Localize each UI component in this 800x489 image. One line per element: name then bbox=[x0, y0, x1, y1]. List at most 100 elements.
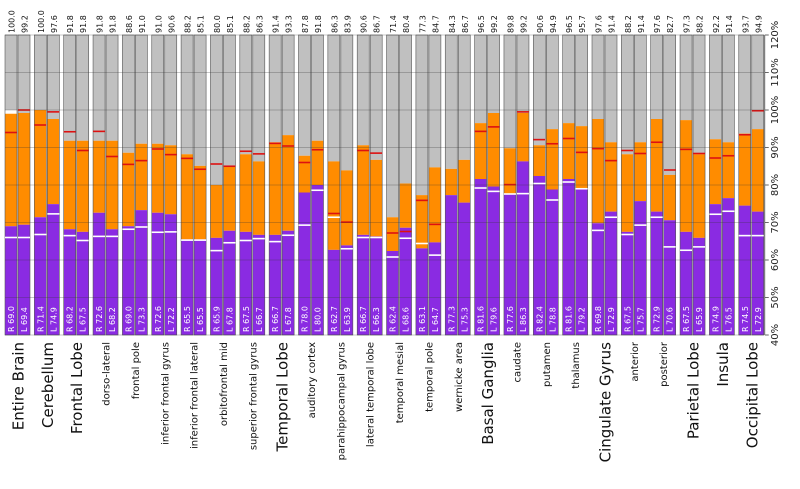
bar-segment-purple bbox=[621, 231, 634, 335]
bar-segment-gray bbox=[76, 35, 89, 141]
bar-label-r: R 71.4 bbox=[36, 306, 45, 332]
bar-segment-orange bbox=[634, 142, 647, 202]
bar-segment-orange bbox=[575, 126, 588, 188]
top-value-l: 99.2 bbox=[490, 15, 499, 33]
bar-segment-gray bbox=[415, 35, 428, 196]
bar-label-r: R 72.6 bbox=[154, 306, 163, 332]
top-value-l: 91.4 bbox=[637, 15, 646, 33]
top-value-l: 93.3 bbox=[285, 15, 294, 33]
bar-label-l: L 68.6 bbox=[402, 307, 411, 332]
bar-label-l: L 79.6 bbox=[490, 307, 499, 332]
bar-segment-orange bbox=[503, 148, 516, 194]
bar-segment-purple bbox=[34, 217, 47, 335]
bar-segment-orange bbox=[445, 168, 458, 196]
top-value-r: 91.8 bbox=[66, 15, 75, 33]
bar-segment-orange bbox=[239, 154, 252, 232]
bar-l-13 bbox=[399, 34, 412, 336]
bar-segment-purple bbox=[18, 224, 30, 335]
bar-segment-gray bbox=[605, 35, 617, 143]
bar-r-25 bbox=[738, 34, 752, 336]
bar-segment-gray bbox=[722, 35, 735, 143]
bar-segment-gray bbox=[93, 35, 106, 141]
bar-label-l: L 67.5 bbox=[79, 307, 88, 332]
bar-segment-purple bbox=[252, 234, 265, 335]
top-value-r: 88.6 bbox=[125, 15, 134, 33]
bar-segment-purple bbox=[239, 231, 252, 335]
category-label: orbitofrontal mid bbox=[219, 342, 230, 426]
category-label: auditory cortex bbox=[307, 342, 318, 418]
bar-label-r: R 77.3 bbox=[447, 306, 456, 332]
bar-segment-purple bbox=[47, 204, 60, 335]
bar-segment-gray bbox=[634, 35, 647, 143]
top-value-l: 91.8 bbox=[109, 15, 118, 33]
category-label: inferior frontal lateral bbox=[190, 342, 201, 449]
bar-r-3 bbox=[92, 34, 106, 336]
bar-segment-orange bbox=[269, 142, 282, 235]
top-value-r: 88.2 bbox=[242, 15, 251, 33]
bar-segment-gray bbox=[575, 35, 588, 127]
category-label: Occipital Lobe bbox=[743, 342, 761, 448]
bar-segment-gray bbox=[751, 35, 764, 130]
bar-segment-gray bbox=[357, 35, 370, 146]
bar-segment-purple bbox=[738, 205, 751, 335]
bar-segment-gray bbox=[562, 35, 575, 124]
bar-segment-gray bbox=[327, 35, 340, 162]
bar-l-14 bbox=[428, 34, 442, 336]
bar-label-r: R 67.5 bbox=[682, 306, 691, 332]
bar-label-r: R 69.0 bbox=[124, 306, 133, 332]
bar-label-l: L 66.7 bbox=[255, 307, 264, 332]
bar-segment-purple bbox=[445, 195, 458, 335]
bar-label-l: L 74.9 bbox=[49, 307, 58, 332]
bar-segment-purple bbox=[415, 248, 428, 335]
bar-l-25 bbox=[751, 34, 765, 336]
top-value-r: 97.6 bbox=[595, 15, 604, 33]
bar-label-r: R 67.5 bbox=[623, 306, 632, 332]
category-label: thalamus bbox=[571, 342, 582, 389]
bar-segment-orange bbox=[370, 159, 383, 237]
bar-label-r: R 72.9 bbox=[653, 306, 662, 332]
bar-l-22 bbox=[663, 34, 677, 336]
bar-segment-orange bbox=[546, 129, 559, 190]
top-value-r: 92.2 bbox=[712, 15, 721, 33]
bar-segment-purple bbox=[458, 202, 471, 335]
category-label: Parietal Lobe bbox=[685, 342, 703, 439]
bar-l-19 bbox=[575, 34, 588, 336]
bar-segment-orange bbox=[223, 165, 236, 231]
top-value-r: 97.3 bbox=[683, 15, 692, 33]
bar-segment-purple bbox=[210, 237, 223, 335]
bar-segment-gray bbox=[680, 35, 693, 121]
bar-segment-gray bbox=[181, 35, 194, 155]
bar-segment-orange bbox=[751, 129, 764, 212]
bar-label-l: L 75.3 bbox=[460, 307, 469, 332]
bar-segment-purple bbox=[709, 204, 722, 335]
bar-segment-purple bbox=[340, 245, 353, 335]
bar-segment-purple bbox=[751, 211, 764, 335]
bar-label-l: L 72.9 bbox=[754, 307, 763, 332]
bar-segment-gray bbox=[428, 35, 441, 168]
bar-segment-gray bbox=[474, 35, 487, 124]
bar-label-r: R 62.7 bbox=[330, 306, 339, 332]
bar-segment-orange bbox=[386, 217, 399, 251]
bar-segment-purple bbox=[663, 220, 676, 335]
bar-l-16 bbox=[487, 34, 500, 336]
category-label: lateral temporal lobe bbox=[366, 342, 377, 447]
top-value-l: 90.6 bbox=[167, 15, 176, 33]
bar-segment-orange bbox=[650, 119, 663, 212]
bar-segment-gray bbox=[709, 35, 722, 140]
bar-segment-gray bbox=[151, 35, 164, 144]
bar-l-2 bbox=[76, 34, 89, 336]
bar-segment-orange bbox=[693, 154, 706, 238]
bar-segment-orange bbox=[93, 140, 106, 213]
top-value-r: 77.3 bbox=[418, 15, 427, 33]
bar-segment-purple bbox=[634, 201, 647, 335]
bar-segment-gray bbox=[693, 35, 706, 155]
bar-segment-orange bbox=[516, 113, 529, 162]
bar-segment-orange bbox=[663, 174, 676, 221]
bar-segment-orange bbox=[533, 145, 546, 176]
bar-label-l: L 86.3 bbox=[519, 307, 528, 332]
bar-segment-orange bbox=[210, 185, 223, 238]
category-label: parahippocampal gyrus bbox=[336, 342, 347, 460]
bar-segment-purple bbox=[106, 229, 119, 335]
bar-segment-gray bbox=[487, 35, 500, 113]
